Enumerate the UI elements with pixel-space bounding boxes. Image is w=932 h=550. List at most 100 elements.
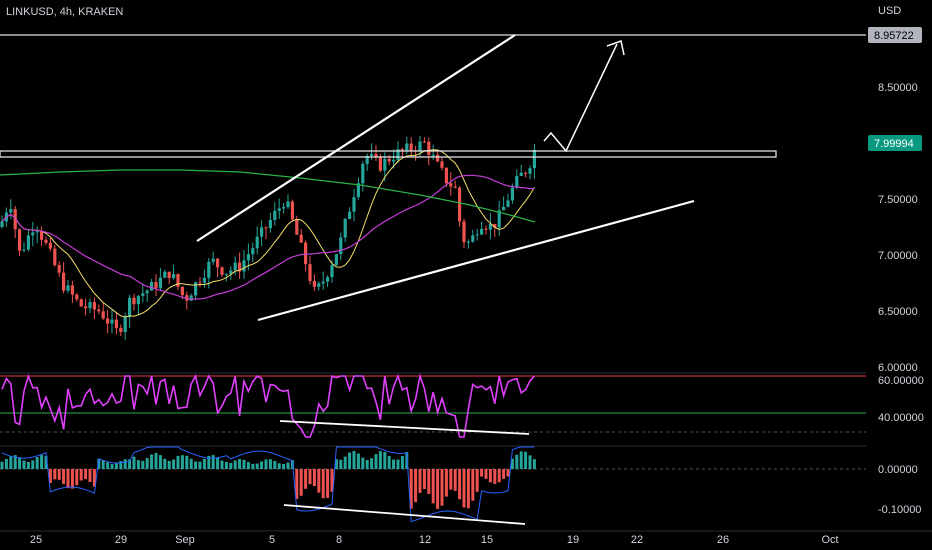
macd-bar — [466, 469, 470, 509]
candle-body — [312, 280, 316, 287]
macd-bar — [172, 459, 176, 469]
macd-bar — [462, 469, 466, 508]
time-tick-label: 5 — [269, 534, 275, 546]
candle-body — [334, 254, 338, 266]
candle-body — [180, 286, 184, 296]
candle-body — [202, 277, 206, 283]
candle-body — [405, 143, 409, 151]
breakout-zone-box — [0, 150, 777, 158]
candle-body — [484, 228, 488, 230]
candle-body — [97, 309, 101, 312]
macd-bar — [154, 453, 158, 469]
macd-bar — [123, 459, 127, 469]
candle-body — [242, 260, 246, 272]
candle-body — [466, 241, 470, 243]
macd-bar — [211, 455, 215, 469]
macd-bar — [4, 459, 8, 469]
macd-bar — [374, 454, 378, 469]
macd-bar — [141, 460, 145, 469]
macd-bar — [136, 460, 140, 469]
projection-arrowhead — [606, 40, 625, 56]
macd-bar — [62, 469, 66, 484]
candle-body — [317, 283, 321, 287]
macd-bar — [97, 459, 101, 469]
macd-bar — [92, 469, 96, 487]
candle-body — [150, 281, 154, 291]
macd-bar — [528, 455, 532, 469]
candle-body — [172, 274, 176, 279]
candle-body — [101, 311, 105, 319]
candle-body — [246, 254, 250, 261]
candle-body — [453, 186, 457, 188]
current-price-badge: 7.99994 — [874, 138, 914, 150]
macd-bar — [414, 469, 418, 503]
candle-body — [31, 232, 35, 236]
macd-bar — [484, 469, 488, 479]
candle-body — [422, 141, 426, 143]
macd-bar — [75, 469, 79, 486]
macd-bar — [409, 469, 413, 509]
macd-bar — [515, 454, 519, 469]
candle-body — [57, 265, 61, 273]
macd-bar — [106, 462, 110, 469]
macd-bar — [502, 469, 506, 479]
time-tick-label: 26 — [717, 534, 729, 546]
macd-bar — [110, 463, 114, 469]
macd-bar — [229, 462, 233, 469]
candle-body — [48, 242, 52, 249]
rsi-tick-label: 40.00000 — [878, 412, 924, 424]
macd-bar — [185, 455, 189, 469]
macd-bar — [40, 455, 44, 469]
macd-bar — [180, 455, 184, 469]
macd-bar — [119, 461, 123, 469]
macd-bar — [114, 463, 118, 469]
candle-body — [53, 248, 57, 266]
macd-bar — [255, 463, 259, 469]
macd-bar — [251, 463, 255, 469]
candle-body — [167, 271, 171, 279]
macd-bar — [400, 456, 404, 469]
candle-body — [528, 168, 532, 174]
candle-body — [383, 158, 387, 171]
price-tick-label: 8.50000 — [878, 82, 918, 94]
candle-body — [348, 211, 352, 220]
macd-bar — [150, 454, 154, 469]
candle-body — [409, 143, 413, 151]
macd-bar — [431, 469, 435, 504]
candle-body — [497, 210, 501, 228]
candle-body — [396, 149, 400, 160]
macd-bar — [510, 458, 514, 469]
macd-bar — [101, 460, 105, 469]
macd-divergence-trendline — [283, 504, 526, 525]
level-price-badge: 8.95722 — [874, 30, 914, 42]
candle-body — [488, 223, 492, 230]
macd-bar — [9, 455, 13, 469]
macd-bar — [497, 469, 501, 483]
candle-body — [431, 154, 435, 156]
time-tick-label: 25 — [30, 534, 42, 546]
macd-bar — [444, 469, 448, 497]
macd-bar — [339, 459, 343, 469]
macd-bar — [458, 469, 462, 500]
macd-bar — [326, 469, 330, 498]
candle-body — [449, 183, 453, 187]
candle-body — [282, 207, 286, 209]
macd-bar — [264, 459, 268, 469]
candle-body — [387, 158, 391, 162]
rsi-divergence-trendline — [279, 420, 530, 435]
macd-bar — [202, 458, 206, 469]
projection-arrow-path — [543, 43, 618, 153]
candle-body — [0, 221, 4, 227]
macd-bar — [524, 451, 528, 469]
macd-bar — [145, 458, 149, 469]
candle-body — [339, 237, 343, 255]
macd-bar — [167, 460, 171, 469]
candle-body — [502, 206, 506, 211]
macd-bar — [260, 461, 264, 469]
macd-bar — [365, 459, 369, 469]
candle-body — [475, 234, 479, 236]
macd-bar — [207, 455, 211, 469]
macd-bar — [348, 452, 352, 469]
candle-body — [370, 153, 374, 156]
